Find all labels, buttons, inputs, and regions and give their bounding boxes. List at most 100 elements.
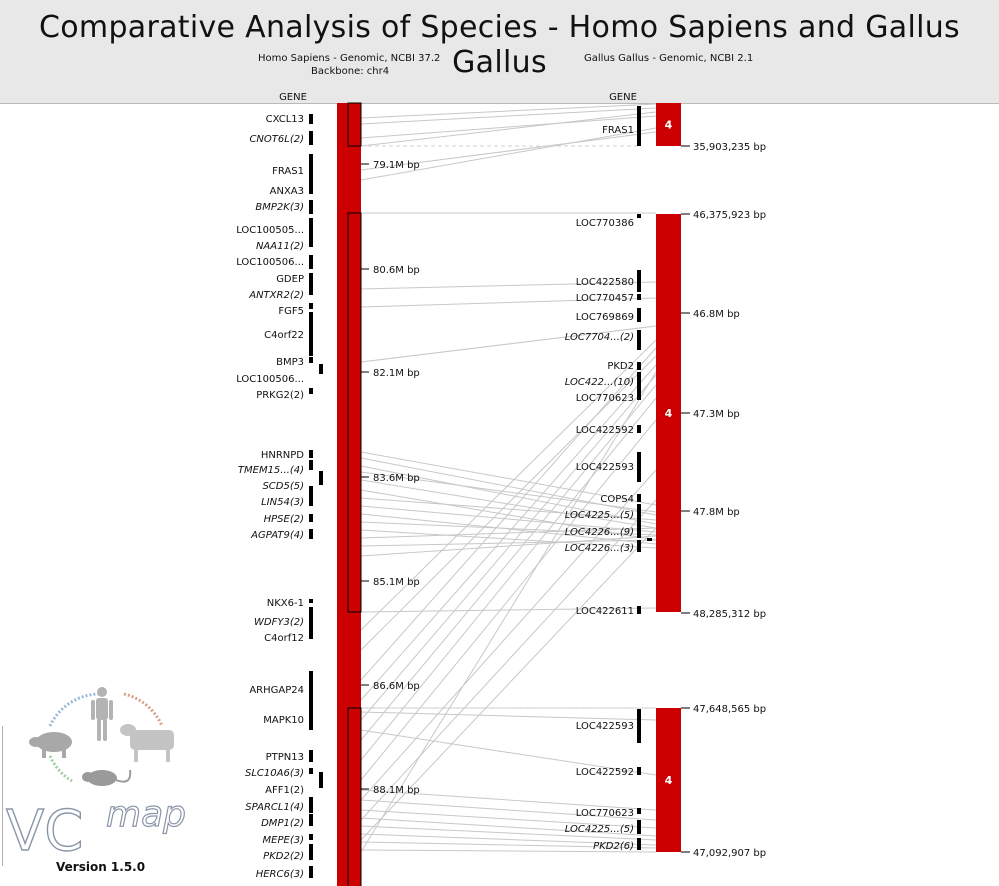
backbone-gene-bar[interactable] (309, 529, 313, 539)
synteny-line[interactable] (360, 471, 657, 513)
comparative-chromosome[interactable] (656, 708, 681, 852)
backbone-gene[interactable]: MEPE(3) (263, 834, 313, 846)
comparative-gene-bar[interactable] (637, 522, 641, 538)
comparative-chromosome[interactable] (656, 214, 681, 612)
backbone-gene[interactable]: HERC6(3) (256, 866, 313, 880)
synteny-line[interactable] (360, 479, 657, 529)
comparative-gene-bar[interactable] (637, 214, 641, 218)
backbone-gene[interactable]: LOC100506... (236, 364, 323, 385)
backbone-region-outline[interactable] (347, 102, 362, 147)
comparative-gene-bar[interactable] (647, 538, 652, 541)
backbone-gene-bar[interactable] (309, 388, 313, 394)
backbone-gene[interactable]: WDFY3(2) (254, 607, 313, 639)
comparative-gene-bar[interactable] (637, 106, 641, 146)
backbone-gene-bar[interactable] (309, 768, 313, 774)
comparative-gene[interactable]: LOC4225...(5) (565, 504, 641, 524)
comparative-chromosome[interactable] (656, 103, 681, 146)
backbone-gene-bar[interactable] (319, 772, 323, 788)
comparative-gene[interactable]: LOC422593 (576, 709, 641, 743)
comparative-gene[interactable]: LOC422580 (576, 270, 641, 292)
backbone-gene[interactable]: HNRNPD (261, 450, 313, 461)
backbone-gene[interactable]: SCD5(5) (262, 471, 323, 492)
backbone-gene-bar[interactable] (309, 283, 313, 295)
backbone-gene[interactable]: GDEP (276, 273, 313, 285)
comparative-gene-bar[interactable] (637, 330, 641, 350)
comparative-gene-bar[interactable] (637, 452, 641, 482)
backbone-gene-bar[interactable] (309, 303, 313, 309)
comparative-gene[interactable]: COPS4 (600, 494, 641, 505)
backbone-gene-bar[interactable] (319, 471, 323, 485)
backbone-gene[interactable]: FRAS1 (272, 154, 313, 192)
synteny-line[interactable] (360, 451, 657, 506)
backbone-gene-bar[interactable] (309, 750, 313, 762)
comparative-chromosome-block[interactable]: 4 46,375,923 bp 48,285,312 bp (656, 210, 766, 620)
backbone-gene[interactable]: ARHGAP24 (249, 671, 313, 727)
backbone-gene[interactable]: PRKG2(2) (256, 388, 313, 401)
synteny-line[interactable] (360, 539, 657, 547)
synteny-line[interactable] (360, 339, 657, 631)
synteny-line[interactable] (360, 711, 657, 721)
synteny-line[interactable] (360, 841, 657, 849)
backbone-gene-bar[interactable] (309, 357, 313, 363)
comparative-gene[interactable]: LOC4226...(3) (565, 540, 641, 554)
comparative-gene-bar[interactable] (637, 425, 641, 433)
synteny-line[interactable] (360, 529, 657, 549)
backbone-gene[interactable]: PTPN13 (266, 750, 313, 763)
backbone-gene[interactable]: SLC10A6(3) (245, 768, 313, 779)
synteny-line[interactable] (360, 499, 657, 821)
backbone-gene-bar[interactable] (319, 364, 323, 374)
backbone-gene-bar[interactable] (309, 706, 313, 730)
backbone-gene[interactable]: SPARCL1(4) (245, 797, 313, 813)
comparative-gene-bar[interactable] (637, 294, 641, 300)
comparative-gene[interactable]: LOC769869 (576, 308, 641, 323)
backbone-gene[interactable]: FGF5 (278, 303, 313, 317)
synteny-line[interactable] (360, 607, 657, 613)
synteny-line[interactable] (360, 364, 657, 701)
synteny-line[interactable] (360, 297, 657, 308)
backbone-gene-bar[interactable] (309, 131, 313, 145)
comparative-gene[interactable]: LOC422611 (576, 606, 641, 617)
comparative-gene-bar[interactable] (637, 362, 641, 370)
backbone-gene-bar[interactable] (309, 814, 313, 826)
synteny-line[interactable] (360, 729, 657, 776)
synteny-line[interactable] (360, 799, 657, 821)
backbone-gene-bar[interactable] (309, 671, 313, 727)
backbone-gene-bar[interactable] (309, 486, 313, 506)
backbone-gene[interactable]: NAA11(2) (256, 241, 313, 252)
synteny-line[interactable] (360, 489, 657, 541)
synteny-line[interactable] (360, 325, 657, 363)
backbone-gene[interactable]: C4orf12 (264, 632, 313, 644)
backbone-gene[interactable]: DMP1(2) (261, 814, 313, 829)
comparative-gene-bar[interactable] (637, 372, 641, 394)
backbone-gene[interactable]: BMP2K(3) (255, 200, 313, 214)
comparative-gene-bar[interactable] (637, 308, 641, 322)
comparative-gene[interactable]: LOC422593 (576, 452, 641, 482)
backbone-gene-bar[interactable] (309, 514, 313, 522)
backbone-gene[interactable]: HPSE(2) (264, 514, 313, 525)
comparative-gene[interactable]: LOC7704...(2) (565, 330, 641, 350)
comparative-gene[interactable]: PKD2 (607, 361, 641, 372)
synteny-line[interactable] (360, 115, 657, 139)
backbone-gene-bar[interactable] (309, 599, 313, 603)
comparative-gene[interactable]: PKD2(6) (593, 838, 641, 852)
backbone-gene[interactable]: CNOT6L(2) (249, 131, 313, 145)
backbone-gene-bar[interactable] (309, 114, 313, 124)
synteny-line[interactable] (360, 825, 657, 841)
backbone-gene-bar[interactable] (309, 218, 313, 242)
backbone-gene[interactable]: BMP3 (276, 357, 313, 368)
synteny-line[interactable] (360, 355, 657, 651)
comparative-gene[interactable]: LOC770386 (576, 214, 641, 229)
comparative-chromosome-block[interactable]: 4 35,903,235 bp (656, 103, 766, 153)
backbone-gene-bar[interactable] (309, 184, 313, 194)
comparative-gene-bar[interactable] (637, 494, 641, 502)
comparative-gene-bar[interactable] (637, 709, 641, 743)
comparative-gene-bar[interactable] (637, 767, 641, 775)
backbone-gene[interactable]: ANXA3 (270, 184, 313, 197)
synteny-line[interactable] (360, 347, 657, 681)
synteny-line[interactable] (360, 127, 657, 181)
comparative-gene-bar[interactable] (637, 820, 641, 834)
backbone-region-outline[interactable] (347, 707, 362, 886)
synteny-line[interactable] (360, 505, 657, 533)
synteny-line[interactable] (360, 107, 657, 125)
